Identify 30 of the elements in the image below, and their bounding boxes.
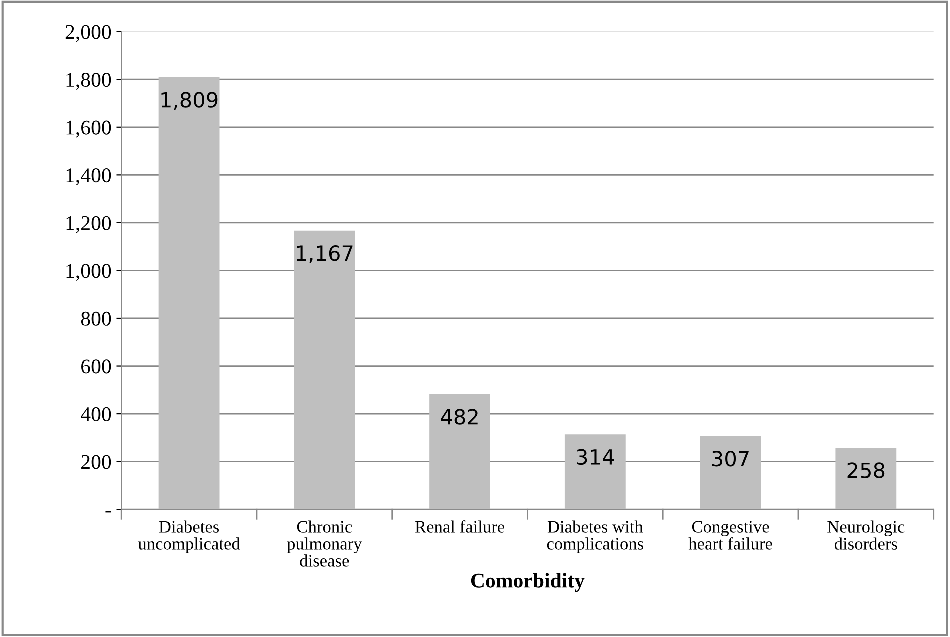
bar [294,230,356,510]
y-tick-label: 600 [82,360,112,374]
y-tick-label: 800 [81,312,112,326]
x-axis-title: Comorbidity [471,573,585,592]
bar [430,394,490,510]
x-tick-label: Congestive heart failure [688,521,772,550]
x-tick-label: Chronic pulmonary disease [287,520,362,567]
y-tick-label: 400 [81,407,112,422]
x-tick-label: Diabetes with complications [547,520,644,554]
data-label: 307 [712,450,749,467]
y-tick-label: 1,800 [66,73,112,90]
y-tick-label: - [106,511,112,513]
x-tick-label: Neurologic disorders [828,520,905,550]
x-tick-label: Diabetes uncomplicated [138,520,240,554]
data-label: 258 [848,462,885,478]
y-tick-label: 2,000 [66,25,112,42]
data-label: 1,809 [162,92,218,110]
x-tick-label: Renal failure [415,520,505,533]
bar [158,77,220,510]
y-tick-label: 1,600 [66,120,112,138]
bar [836,448,897,510]
y-tick-label: 1,200 [66,216,112,234]
data-label: 482 [441,409,478,425]
y-tick-label: 1,000 [66,264,112,282]
y-tick-label: 200 [82,455,112,470]
data-label: 1,167 [297,246,353,264]
bar [564,434,626,510]
y-tick-label: 1,400 [66,168,112,186]
bar [700,436,762,510]
data-label: 314 [577,449,614,466]
